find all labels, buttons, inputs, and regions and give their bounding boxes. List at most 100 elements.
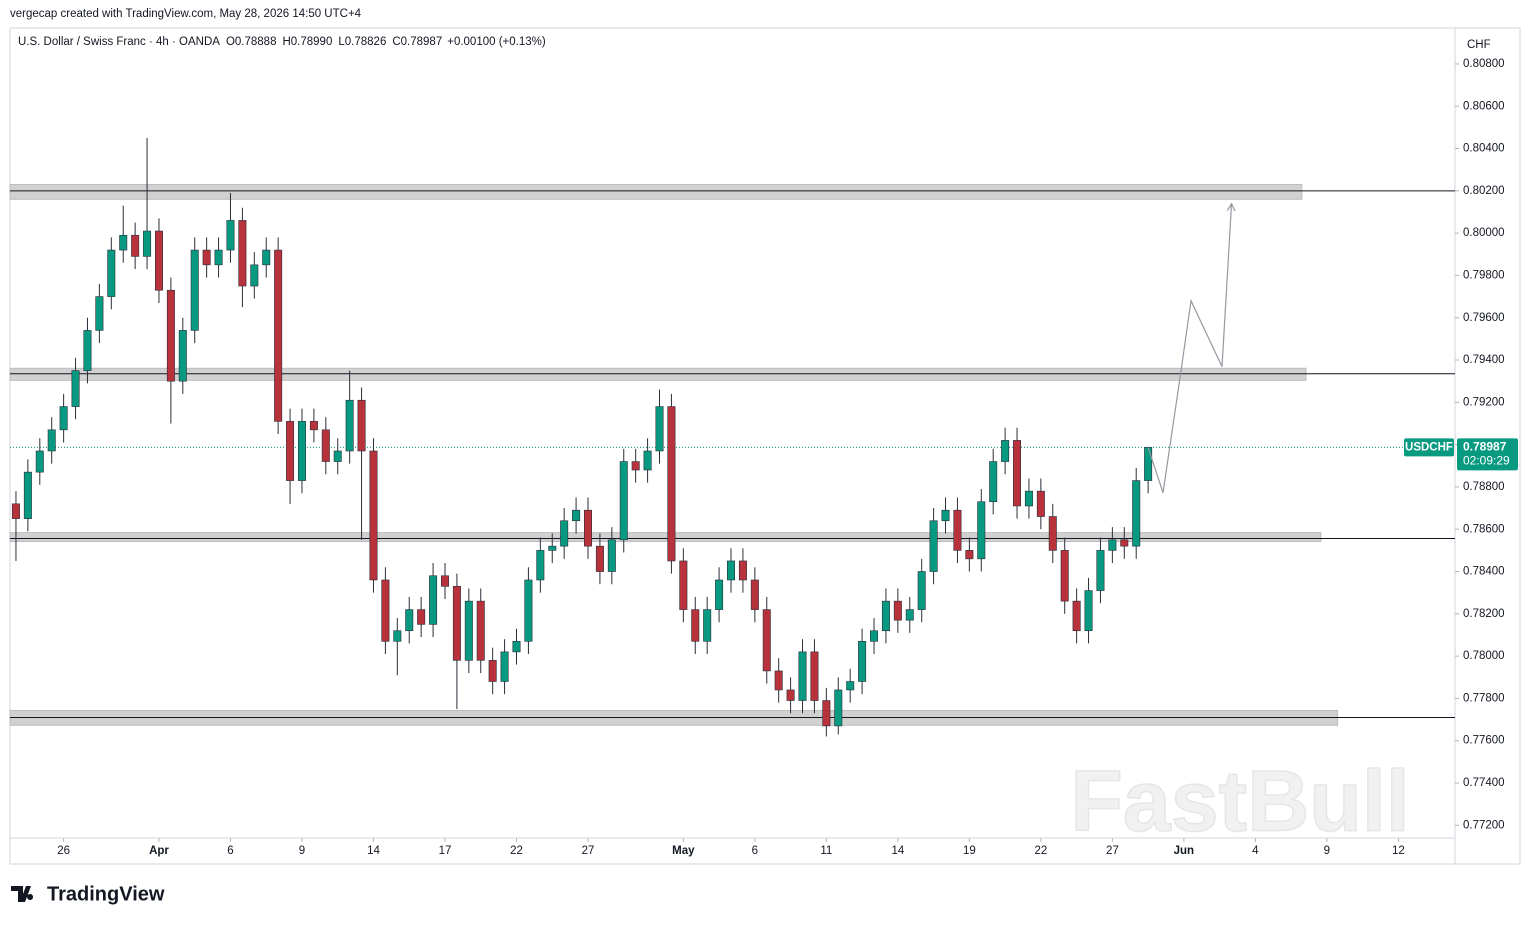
- candle-body: [297, 421, 306, 481]
- logo-icon: [11, 886, 34, 902]
- candle-body: [23, 471, 32, 519]
- candle-body: [440, 575, 449, 587]
- y-tick-label: 0.79800: [1463, 269, 1505, 281]
- candle-body: [905, 609, 914, 621]
- candle-body: [929, 520, 938, 572]
- candle-body: [405, 609, 414, 632]
- y-tick-label: 0.78400: [1463, 566, 1505, 578]
- candle-body: [774, 670, 783, 691]
- candle-body: [71, 370, 80, 407]
- candle-body: [822, 700, 831, 727]
- candle-body: [548, 545, 557, 551]
- candle-body: [107, 249, 116, 297]
- candle-body: [679, 560, 688, 610]
- candle-body: [1096, 550, 1105, 591]
- y-tick-label: 0.77200: [1463, 819, 1505, 831]
- candle-body: [965, 550, 974, 560]
- y-tick-label: 0.79600: [1463, 312, 1505, 324]
- candle-body: [1144, 447, 1153, 481]
- y-tick-label: 0.78000: [1463, 650, 1505, 662]
- candle-body: [83, 330, 92, 371]
- candle-body: [154, 230, 163, 291]
- y-tick-label: 0.77400: [1463, 777, 1505, 789]
- candle-body: [333, 450, 342, 462]
- price-badge: [1457, 438, 1518, 471]
- candle-body: [858, 641, 867, 682]
- candle-body: [452, 586, 461, 661]
- candle-body: [655, 406, 664, 452]
- candle-body: [190, 249, 199, 331]
- candle-body: [727, 560, 736, 581]
- candle-body: [345, 399, 354, 452]
- x-tick-label: 27: [582, 845, 595, 857]
- candle-body: [1108, 539, 1117, 551]
- candle-body: [941, 509, 950, 522]
- currency: CHF: [1467, 39, 1491, 51]
- candle-body: [1084, 590, 1093, 632]
- candle-body: [1013, 440, 1022, 507]
- y-tick-label: 0.78200: [1463, 608, 1505, 620]
- x-tick-label: 14: [891, 845, 904, 857]
- y-tick-label: 0.77800: [1463, 692, 1505, 704]
- x-tick-label: 19: [963, 845, 976, 857]
- candle-body: [166, 289, 175, 382]
- candle-body: [500, 651, 509, 682]
- candle-body: [738, 560, 747, 581]
- y-tick-label: 0.78600: [1463, 523, 1505, 535]
- candle-body: [798, 651, 807, 701]
- x-tick-label: Apr: [149, 845, 169, 857]
- candle-body: [1001, 440, 1010, 462]
- zone: [9, 184, 1303, 200]
- frame: [9, 27, 1521, 865]
- y-tick-label: 0.80200: [1463, 185, 1505, 197]
- projection-path: [1147, 203, 1233, 493]
- candle-body: [607, 539, 616, 572]
- candle-body: [417, 609, 426, 625]
- candle-body: [691, 609, 700, 642]
- x-tick-label: 26: [57, 845, 70, 857]
- ohlc-value: 0.78888: [235, 36, 277, 48]
- candle-body: [143, 230, 152, 257]
- price-label: 0.78987: [1463, 440, 1507, 454]
- y-tick-label: 0.79400: [1463, 354, 1505, 366]
- candle-body: [321, 429, 330, 462]
- candle-body: [524, 579, 533, 642]
- candle-body: [750, 579, 759, 610]
- zone: [9, 532, 1322, 542]
- x-tick-label: 14: [367, 845, 380, 857]
- brand-logo: TradingView: [11, 883, 165, 905]
- legend: U.S. Dollar / Swiss Franc · 4h · OANDA O0…: [18, 36, 546, 48]
- x-tick-label: 27: [1106, 845, 1119, 857]
- x-tick-label: 11: [820, 845, 832, 857]
- candle-body: [476, 600, 485, 661]
- candle-body: [917, 571, 926, 610]
- candle-body: [870, 630, 879, 642]
- candle-body: [262, 249, 271, 266]
- y-tick-label: 0.80600: [1463, 100, 1505, 112]
- candle-body: [1024, 490, 1033, 507]
- candle-body: [1120, 539, 1129, 547]
- x-tick-label: 4: [1252, 845, 1259, 857]
- candle-body: [810, 651, 819, 701]
- candle-body: [429, 575, 438, 625]
- candle-body: [119, 234, 128, 251]
- candle-body: [893, 600, 902, 621]
- projection-arrowhead: [1226, 202, 1236, 212]
- candle-body: [846, 681, 855, 691]
- ohlc-key: C: [392, 36, 400, 48]
- ohlc-key: L: [338, 36, 345, 48]
- credit: vergecap created with TradingView.com, M…: [10, 8, 362, 20]
- x-tick-label: 17: [439, 845, 452, 857]
- candle-body: [286, 421, 295, 481]
- x-tick-label: 22: [1034, 845, 1047, 857]
- x-tick-label: 22: [510, 845, 523, 857]
- candle-body: [357, 399, 366, 452]
- candle-body: [369, 450, 378, 581]
- plot: [9, 137, 1455, 737]
- y-tick-label: 0.80000: [1463, 227, 1505, 239]
- watermark: FastBull: [1070, 754, 1409, 850]
- candle-body: [381, 579, 390, 642]
- y-tick-label: 0.80400: [1463, 143, 1505, 155]
- x-tick-label: 9: [1324, 845, 1330, 857]
